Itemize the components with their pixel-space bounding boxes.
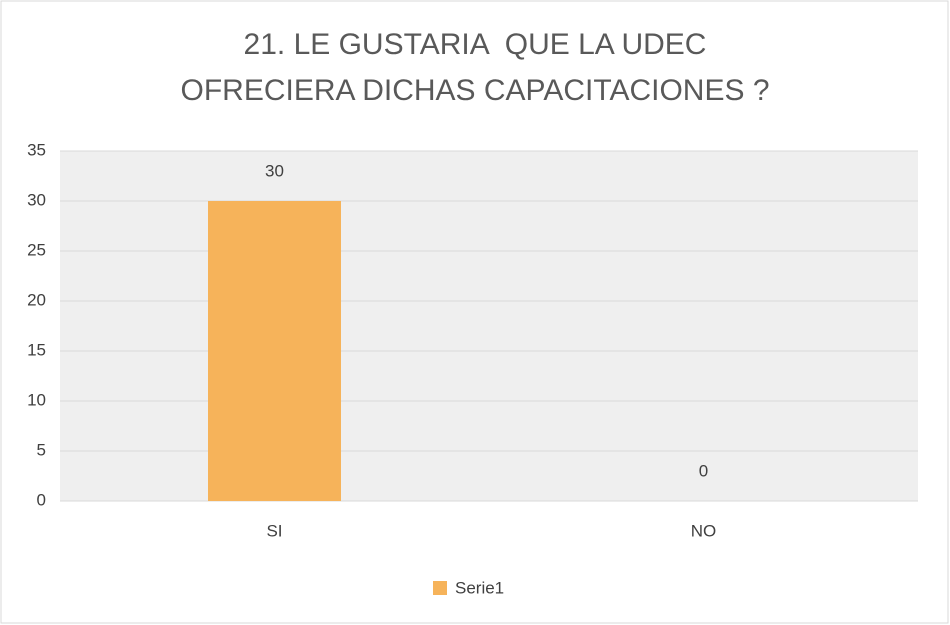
y-tick-label: 30 <box>27 190 46 209</box>
y-tick-label: 35 <box>27 140 46 159</box>
legend-swatch <box>433 581 447 595</box>
y-tick-label: 0 <box>37 490 46 509</box>
y-tick-label: 5 <box>37 440 46 459</box>
y-tick-label: 20 <box>27 290 46 309</box>
data-label: 30 <box>265 161 284 180</box>
y-tick-label: 15 <box>27 340 46 359</box>
bar <box>208 201 341 501</box>
y-tick-label: 25 <box>27 240 46 259</box>
plot-area <box>60 151 918 501</box>
y-tick-label: 10 <box>27 390 46 409</box>
x-tick-label: NO <box>691 521 717 540</box>
data-label: 0 <box>699 461 708 480</box>
x-tick-label: SI <box>266 521 282 540</box>
chart-title: 21. LE GUSTARIA QUE LA UDEC OFRECIERA DI… <box>180 28 770 107</box>
legend-label: Serie1 <box>455 578 504 597</box>
